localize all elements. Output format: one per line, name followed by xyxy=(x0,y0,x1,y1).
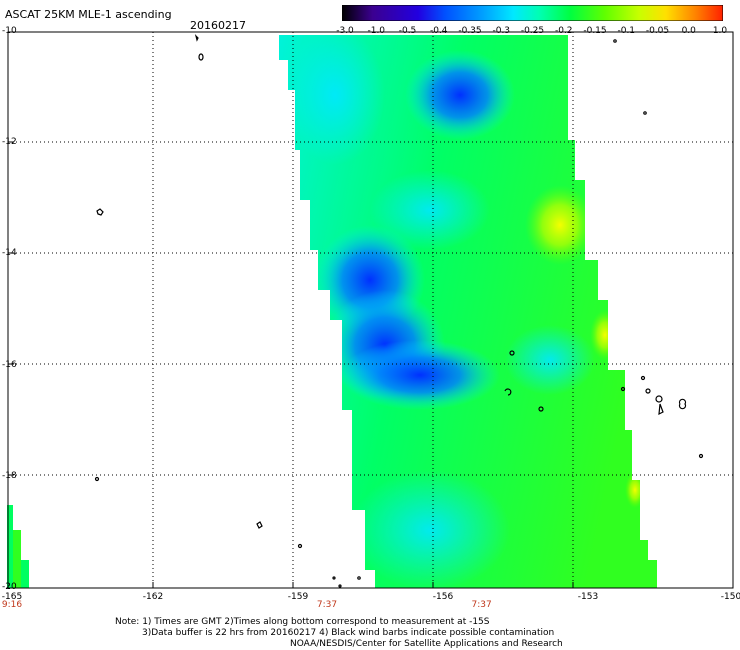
colorbar-tick-label: -0.05 xyxy=(645,26,670,36)
longitude-label: -153 xyxy=(577,592,599,602)
latitude-label: -20 xyxy=(2,582,17,592)
footnote-line-1: Note: 1) Times are GMT 2)Times along bot… xyxy=(115,617,490,627)
latitude-label: -14 xyxy=(2,248,17,259)
colorbar-tick-label: -0.4 xyxy=(429,26,448,36)
map-frame xyxy=(7,31,734,589)
colorbar-tick-label: -0.35 xyxy=(458,26,482,36)
colorbar-tick-label: -0.1 xyxy=(617,26,636,36)
time-label: 7:37 xyxy=(316,600,338,610)
longitude-label: -162 xyxy=(142,592,164,602)
axis-ticks xyxy=(8,141,574,588)
colorbar-tick-label: -1.0 xyxy=(367,26,386,36)
map-date: 20160217 xyxy=(190,19,246,32)
swath-coverage xyxy=(279,35,657,588)
longitude-label: -150 xyxy=(720,592,740,602)
island-outlines xyxy=(94,34,704,588)
swath-coverage-left xyxy=(7,505,29,588)
longitude-label: -165 xyxy=(1,592,23,602)
time-label: 7:37 xyxy=(471,600,492,610)
colorbar-tick-label: -0.3 xyxy=(492,26,511,36)
latitude-label: -12 xyxy=(2,137,17,148)
latitude-label: -16 xyxy=(2,359,17,370)
colorbar-tick-label: -0.5 xyxy=(398,26,417,36)
colorbar-tick-label: 1.0 xyxy=(712,26,728,36)
colorbar-tick-label: -0.15 xyxy=(583,26,607,36)
map-title: ASCAT 25KM MLE-1 ascending xyxy=(5,8,172,21)
latitude-label: -18 xyxy=(2,470,17,481)
colorbar-tick-label: -0.2 xyxy=(554,26,573,36)
colorbar-tick-label: -0.25 xyxy=(520,26,545,36)
longitude-label: -159 xyxy=(287,592,309,602)
footnote-line-3: NOAA/NESDIS/Center for Satellite Applica… xyxy=(290,639,563,649)
colorbar-tick-label: -3.0 xyxy=(336,26,354,36)
footnote-line-2: 3)Data buffer is 22 hrs from 20160217 4)… xyxy=(142,628,555,638)
colorbar-tick-label: 0.0 xyxy=(681,26,696,36)
longitude-label: -156 xyxy=(432,592,454,602)
time-label: 9:16 xyxy=(1,600,23,610)
latitude-label: -10 xyxy=(2,26,17,36)
graticule xyxy=(8,32,733,588)
